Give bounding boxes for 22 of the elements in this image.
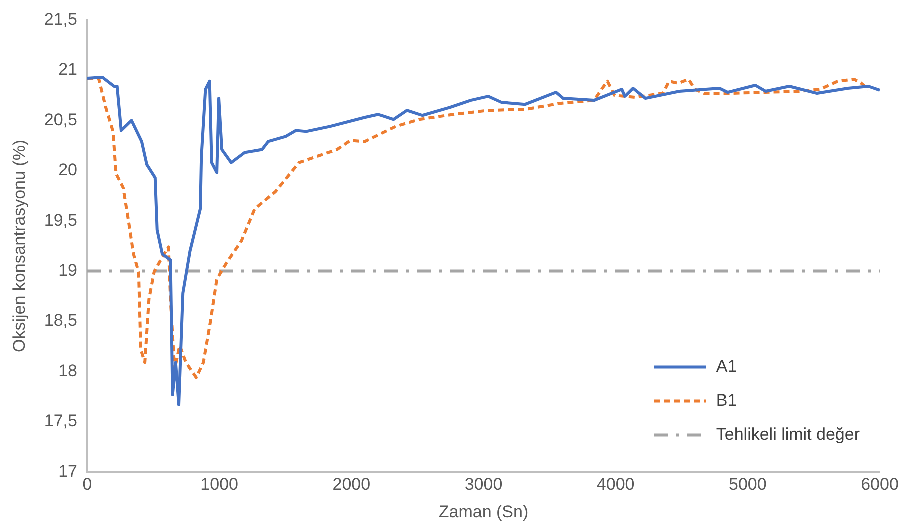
y-tick-label: 21,5	[44, 10, 78, 29]
y-axis-title: Oksijen konsantrasyonu (%)	[10, 140, 29, 352]
y-tick-label: 18	[58, 361, 78, 380]
y-tick-label: 20	[58, 160, 78, 180]
y-tick-label: 17,5	[44, 412, 78, 431]
y-tick-label: 21	[58, 60, 78, 80]
x-tick-label: 5000	[729, 475, 767, 494]
y-tick-label: 19	[58, 261, 78, 280]
x-tick-label: 3000	[464, 475, 503, 494]
y-tick-label: 20,5	[44, 110, 78, 130]
x-tick-label: 0	[82, 475, 92, 494]
x-axis-title: Zaman (Sn)	[438, 502, 529, 522]
legend-label: B1	[716, 390, 738, 410]
y-tick-label: 19,5	[44, 210, 78, 230]
legend-label: Tehlikeli limit değer	[716, 424, 860, 444]
x-tick-label: 2000	[332, 475, 371, 494]
y-tick-label: 17	[58, 462, 78, 481]
x-tick-label: 4000	[596, 475, 635, 494]
x-tick-label: 6000	[861, 475, 899, 494]
y-tick-label: 18,5	[44, 311, 78, 330]
legend-label: A1	[716, 356, 738, 376]
x-tick-label: 1000	[200, 475, 238, 494]
